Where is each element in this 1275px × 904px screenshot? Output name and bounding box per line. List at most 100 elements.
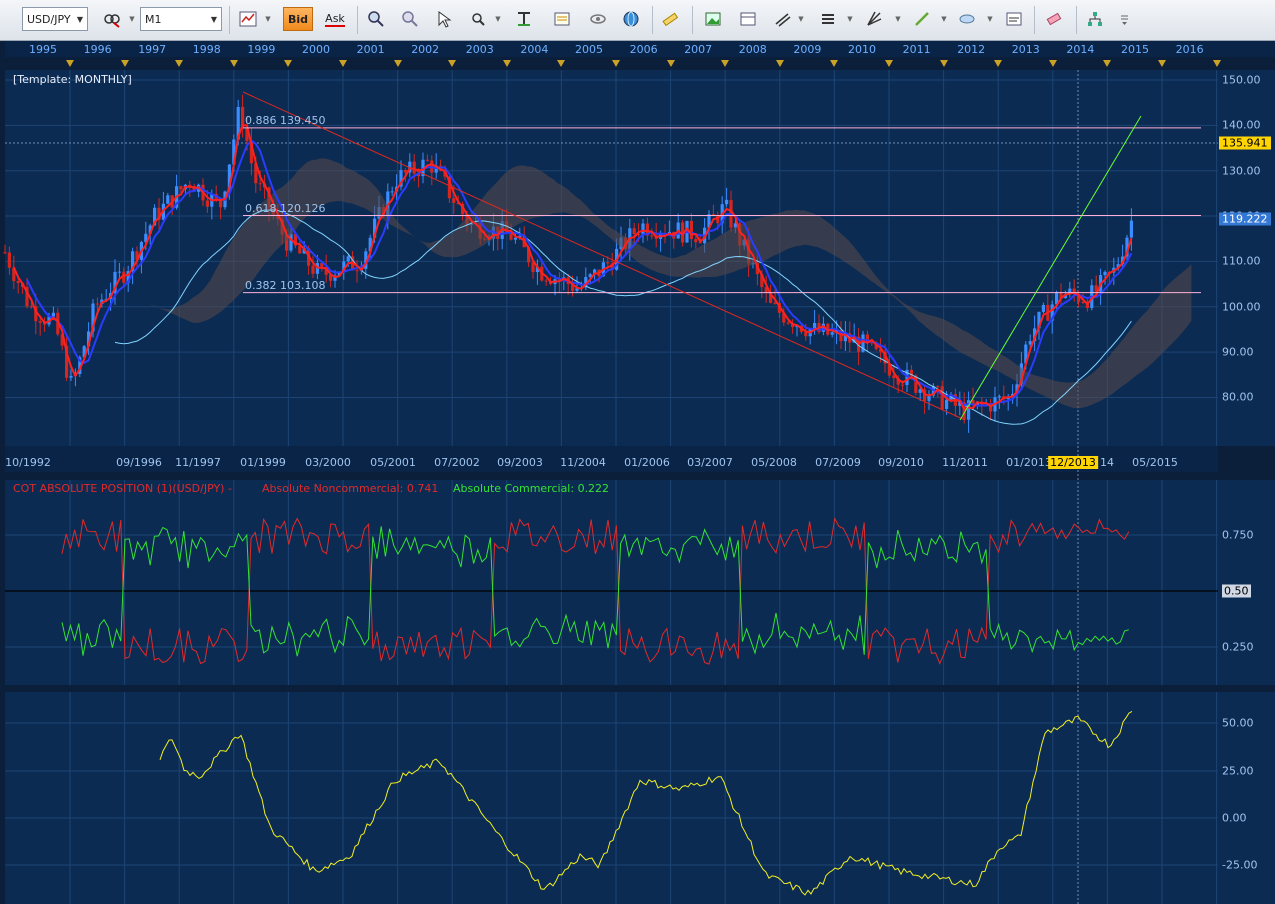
timeframe-select[interactable]: M1 ▼ xyxy=(140,7,222,31)
fibo-icon[interactable] xyxy=(512,7,536,31)
year-scale xyxy=(5,41,1275,57)
candle xyxy=(390,191,394,193)
candle xyxy=(254,163,258,184)
candle xyxy=(311,265,315,274)
magnify-icon[interactable] xyxy=(466,7,490,31)
globe-icon[interactable] xyxy=(619,7,643,31)
cot-panel[interactable] xyxy=(5,480,1218,685)
candle xyxy=(813,322,817,330)
chevron-down-icon[interactable]: ▼ xyxy=(987,15,993,23)
chevron-down-icon[interactable]: ▼ xyxy=(129,15,135,23)
osc-axis-label: 0.00 xyxy=(1222,811,1247,825)
date-axis-label: 11/2004 xyxy=(560,456,606,469)
candle xyxy=(412,161,416,174)
candle xyxy=(342,261,346,273)
osc-axis-label: 25.00 xyxy=(1222,764,1254,778)
timeframe-value: M1 xyxy=(145,12,162,26)
news-icon[interactable] xyxy=(550,7,574,31)
zoom-out-icon[interactable] xyxy=(398,7,422,31)
candle xyxy=(610,263,614,270)
price-chart-panel[interactable] xyxy=(5,70,1218,446)
ruler-icon[interactable] xyxy=(658,7,682,31)
osc-axis-label: 50.00 xyxy=(1222,716,1254,730)
chart-type-icon[interactable] xyxy=(100,7,124,31)
candle xyxy=(1081,301,1085,303)
picture-icon[interactable] xyxy=(701,7,725,31)
cursor-icon[interactable] xyxy=(432,7,456,31)
date-axis-label: 03/2000 xyxy=(305,456,351,469)
candle xyxy=(192,186,196,192)
toolbar: USD/JPY ▼ ▼ M1 ▼ ▼ Bid Ask ▼ ▼ ▼ ▼ ▼ ▼ xyxy=(0,0,1275,41)
year-marker-icon xyxy=(666,60,675,67)
chevron-down-icon[interactable]: ▼ xyxy=(265,15,271,23)
candle xyxy=(927,395,931,401)
candle xyxy=(958,402,962,406)
oscillator-axis xyxy=(1218,692,1275,904)
lines-icon[interactable] xyxy=(816,7,840,31)
candle xyxy=(1077,294,1081,302)
candle xyxy=(584,276,588,288)
candle xyxy=(245,128,249,142)
candle xyxy=(29,306,33,308)
year-marker-icon xyxy=(502,60,511,67)
chevron-down-icon[interactable]: ▼ xyxy=(495,15,501,23)
candle xyxy=(645,223,649,236)
year-marker-icon xyxy=(939,60,948,67)
ellipse-icon[interactable] xyxy=(955,7,979,31)
osc-axis-label: -25.00 xyxy=(1222,858,1258,872)
symbol-select[interactable]: USD/JPY ▼ xyxy=(22,7,88,31)
oscillator-line xyxy=(159,710,1133,896)
date-axis-label: 05/2008 xyxy=(751,456,797,469)
candle xyxy=(95,303,99,305)
candle xyxy=(3,252,7,254)
candle xyxy=(34,306,38,322)
candle xyxy=(879,349,883,352)
date-axis-label: 11/1997 xyxy=(175,456,221,469)
chevron-down-icon: ▼ xyxy=(210,14,217,24)
candle xyxy=(531,262,535,273)
candle xyxy=(681,222,685,243)
candle xyxy=(434,165,438,173)
candle xyxy=(78,357,82,374)
oscillator-panel[interactable] xyxy=(5,692,1218,904)
fan-icon[interactable] xyxy=(862,7,886,31)
candle xyxy=(513,237,517,240)
candle xyxy=(205,200,209,207)
candle xyxy=(1094,285,1098,292)
candle xyxy=(782,312,786,323)
pen-icon[interactable] xyxy=(910,7,934,31)
candle xyxy=(575,288,579,291)
eye-icon[interactable] xyxy=(586,7,610,31)
chevron-down-icon[interactable]: ▼ xyxy=(847,15,853,23)
candle xyxy=(909,369,913,376)
year-marker-icon xyxy=(284,60,293,67)
zoom-in-icon[interactable] xyxy=(364,7,388,31)
candle xyxy=(835,330,839,333)
chart-style-icon[interactable] xyxy=(236,7,260,31)
candle xyxy=(122,271,126,283)
year-label: 2010 xyxy=(848,43,876,56)
ask-label: Ask xyxy=(325,11,345,27)
chevron-down-icon[interactable]: ▼ xyxy=(895,15,901,23)
chevron-down-icon[interactable]: ▼ xyxy=(798,15,804,23)
more-icon[interactable] xyxy=(1112,7,1136,31)
candle xyxy=(285,234,289,251)
candle xyxy=(843,333,847,342)
date-axis-label: 03/2007 xyxy=(687,456,733,469)
candle xyxy=(179,186,183,190)
tree-icon[interactable] xyxy=(1083,7,1107,31)
eraser-icon[interactable] xyxy=(1042,7,1066,31)
ask-button[interactable]: Ask xyxy=(320,7,350,31)
price-axis[interactable] xyxy=(1218,70,1275,446)
date-axis-label: 14 xyxy=(1100,456,1114,469)
year-marker-icon xyxy=(830,60,839,67)
bid-button[interactable]: Bid xyxy=(283,7,313,31)
year-marker-icon xyxy=(66,60,74,67)
text-icon[interactable] xyxy=(1002,7,1026,31)
cot-commercial-label: Absolute Commercial: 0.222 xyxy=(453,482,610,495)
candle xyxy=(830,332,834,335)
date-axis-label: 05/2001 xyxy=(370,456,416,469)
trendline-tools-icon[interactable] xyxy=(771,7,795,31)
chevron-down-icon[interactable]: ▼ xyxy=(941,15,947,23)
template-icon[interactable] xyxy=(736,7,760,31)
